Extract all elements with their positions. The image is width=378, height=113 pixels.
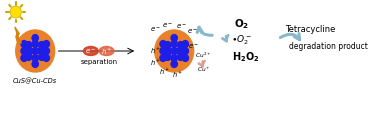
Text: $h^+$: $h^+$ (150, 45, 161, 56)
Circle shape (43, 48, 50, 55)
Circle shape (155, 31, 194, 72)
Circle shape (166, 48, 172, 55)
Text: $e^-$: $e^-$ (150, 25, 161, 34)
Text: $Cu^+$: $Cu^+$ (197, 65, 211, 74)
Circle shape (178, 54, 184, 61)
FancyArrowPatch shape (199, 61, 205, 67)
Circle shape (171, 61, 177, 68)
Circle shape (160, 48, 166, 55)
Circle shape (32, 55, 38, 62)
Circle shape (171, 48, 177, 55)
Text: Tetracycline: Tetracycline (285, 24, 336, 33)
Text: $e^-$: $e^-$ (85, 47, 96, 56)
FancyArrowPatch shape (197, 28, 212, 36)
Circle shape (160, 41, 166, 48)
Circle shape (43, 41, 50, 48)
Circle shape (164, 54, 171, 61)
Text: $Cu^{2+}$: $Cu^{2+}$ (195, 50, 211, 59)
Circle shape (164, 42, 171, 49)
Circle shape (26, 48, 33, 55)
Text: separation: separation (81, 59, 118, 64)
Text: $h^+$: $h^+$ (160, 66, 170, 77)
Circle shape (21, 41, 27, 48)
Text: $e^-$: $e^-$ (188, 42, 199, 51)
Circle shape (160, 55, 166, 62)
Circle shape (39, 54, 45, 61)
Circle shape (16, 31, 55, 72)
Circle shape (32, 61, 38, 68)
FancyArrowPatch shape (280, 34, 300, 40)
Circle shape (171, 41, 177, 48)
Circle shape (177, 48, 183, 55)
Circle shape (171, 35, 177, 42)
Text: $h^+$: $h^+$ (172, 69, 183, 79)
Text: $\bullet O_2^-$: $\bullet O_2^-$ (231, 33, 252, 46)
Text: degradation product: degradation product (289, 41, 368, 50)
Text: $h^+$: $h^+$ (101, 46, 112, 57)
Circle shape (39, 42, 45, 49)
Circle shape (10, 7, 21, 19)
Text: $\mathbf{H_2O_2}$: $\mathbf{H_2O_2}$ (232, 50, 259, 63)
Circle shape (21, 55, 27, 62)
Text: $e^-$: $e^-$ (176, 22, 187, 31)
Text: $\mathbf{O_2}$: $\mathbf{O_2}$ (234, 17, 250, 31)
Circle shape (38, 48, 44, 55)
Circle shape (182, 55, 189, 62)
Text: $e^-$: $e^-$ (187, 27, 198, 36)
Text: CuS@Cu-CDs: CuS@Cu-CDs (13, 77, 57, 84)
Text: $e^-$: $e^-$ (162, 21, 173, 30)
Circle shape (32, 35, 38, 42)
Polygon shape (15, 28, 21, 44)
Circle shape (21, 48, 27, 55)
Text: $h^+$: $h^+$ (150, 57, 161, 68)
Circle shape (182, 48, 189, 55)
Circle shape (43, 55, 50, 62)
Circle shape (26, 42, 32, 49)
Circle shape (178, 42, 184, 49)
Circle shape (26, 54, 32, 61)
Ellipse shape (84, 47, 98, 56)
FancyArrowPatch shape (222, 36, 228, 42)
Circle shape (32, 48, 38, 55)
Circle shape (182, 41, 189, 48)
Circle shape (32, 41, 38, 48)
Ellipse shape (99, 47, 114, 56)
Circle shape (171, 55, 177, 62)
